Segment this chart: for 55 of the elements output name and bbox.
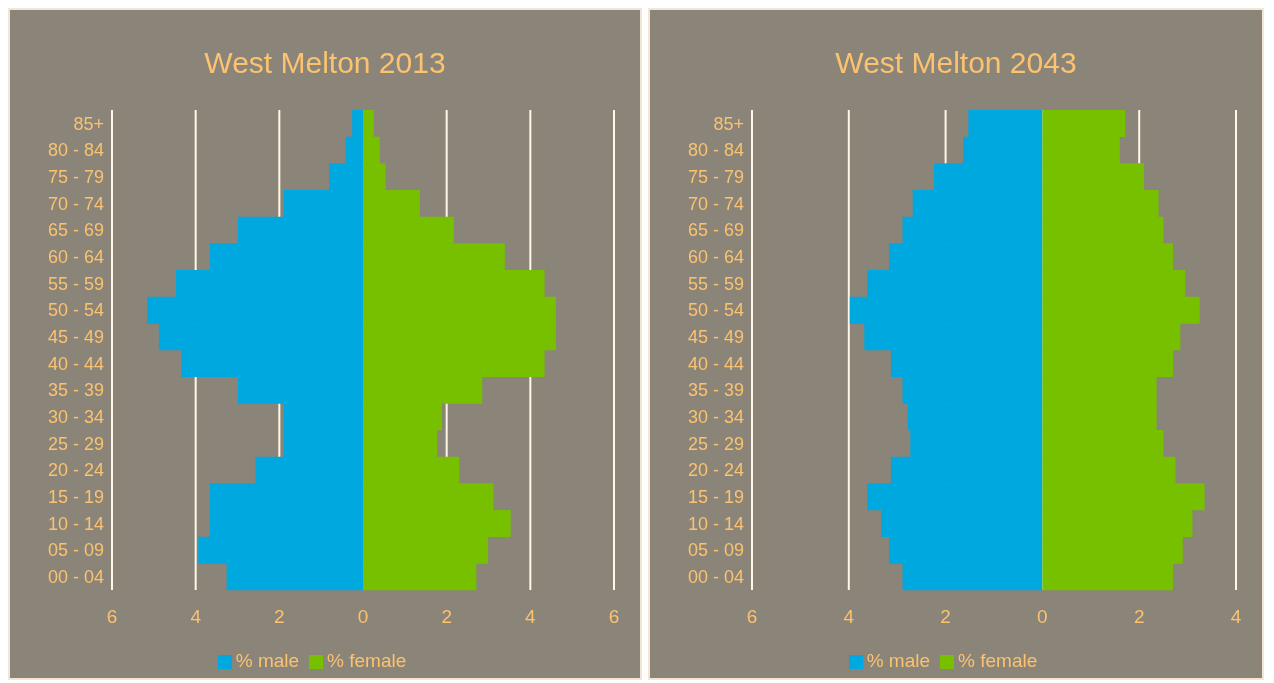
x-tick-label: 6	[106, 606, 118, 628]
x-tick-label: 2	[940, 606, 951, 628]
y-tick-label: 20 - 24	[47, 460, 104, 481]
y-tick-label: 30 - 34	[687, 407, 744, 428]
x-tick-label: 0	[357, 606, 369, 628]
y-tick-label: 20 - 24	[687, 460, 744, 481]
y-tick-label: 70 - 74	[47, 193, 104, 214]
x-tick-label: 2	[1133, 606, 1145, 628]
y-tick-label: 15 - 19	[47, 487, 104, 508]
y-tick-label: 25 - 29	[687, 433, 744, 454]
y-tick-label: 70 - 74	[687, 193, 744, 214]
x-tick-label: 6	[746, 606, 758, 628]
y-tick-label: 15 - 19	[687, 487, 744, 508]
y-tick-label: 00 - 04	[687, 567, 744, 588]
y-tick-label: 60 - 64	[687, 247, 744, 268]
y-tick-label: 25 - 29	[47, 433, 104, 454]
y-tick-label: 00 - 04	[47, 567, 104, 588]
x-tick-label: 4	[190, 606, 202, 628]
x-tick-label: 6	[608, 606, 620, 628]
legend-label: % female	[327, 650, 407, 671]
y-tick-label: 55 - 59	[687, 273, 744, 294]
x-tick-label: 4	[843, 606, 855, 628]
y-tick-label: 60 - 64	[47, 247, 104, 268]
y-tick-label: 45 - 49	[687, 327, 744, 348]
legend-label: % male	[235, 650, 300, 671]
y-tick-label: 35 - 39	[687, 380, 744, 401]
legend-label: % female	[958, 650, 1038, 671]
y-tick-label: 80 - 84	[687, 140, 744, 161]
y-tick-label: 05 - 09	[687, 540, 744, 561]
y-tick-label: 80 - 84	[47, 140, 104, 161]
y-tick-label: 05 - 09	[47, 540, 104, 561]
y-tick-label: 85+	[713, 113, 744, 134]
y-tick-label: 85+	[73, 113, 104, 134]
y-tick-label: 40 - 44	[687, 353, 744, 374]
x-tick-label: 4	[1230, 606, 1242, 628]
y-tick-label: 40 - 44	[47, 353, 104, 374]
y-tick-label: 75 - 79	[687, 167, 744, 188]
y-tick-label: 55 - 59	[47, 273, 104, 294]
y-tick-label: 30 - 34	[47, 407, 104, 428]
x-tick-label: 2	[441, 606, 452, 628]
y-tick-label: 65 - 69	[687, 220, 744, 241]
y-tick-label: 50 - 54	[687, 300, 744, 321]
y-tick-label: 45 - 49	[47, 327, 104, 348]
legend-label: % male	[866, 650, 931, 671]
y-tick-label: 75 - 79	[47, 167, 104, 188]
x-tick-label: 2	[274, 606, 285, 628]
y-tick-label: 10 - 14	[47, 513, 104, 534]
x-tick-label: 4	[525, 606, 537, 628]
y-tick-label: 35 - 39	[47, 380, 104, 401]
chart-title: West Melton 2013	[203, 45, 447, 81]
y-tick-label: 50 - 54	[47, 300, 104, 321]
chart-title: West Melton 2043	[834, 45, 1078, 81]
y-tick-label: 10 - 14	[687, 513, 744, 534]
y-tick-label: 65 - 69	[47, 220, 104, 241]
x-tick-label: 0	[1037, 606, 1048, 628]
